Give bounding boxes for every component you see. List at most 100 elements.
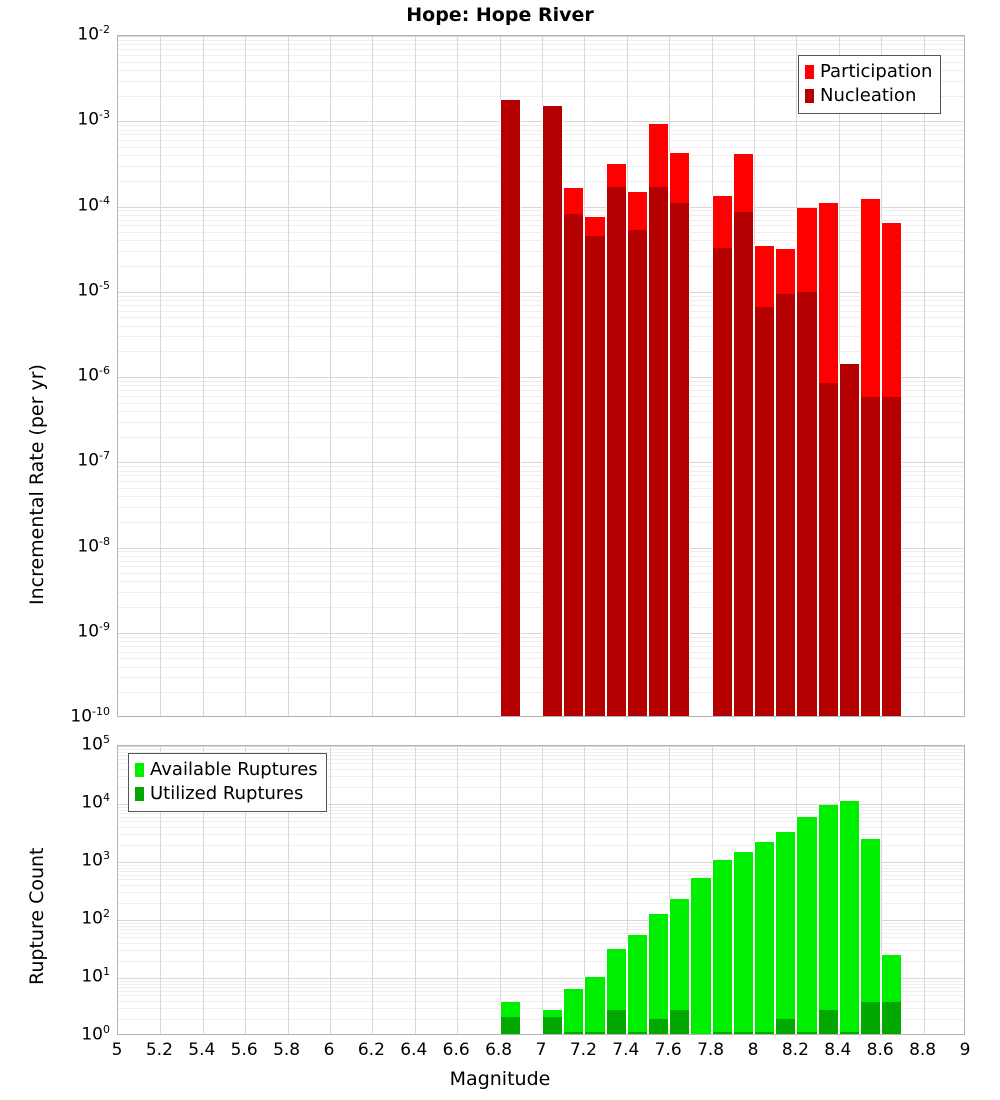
- gridline-minor: [118, 581, 964, 582]
- gridline-minor: [118, 658, 964, 659]
- gridline-minor: [118, 390, 964, 391]
- y-axis-tick-label: 10-2: [77, 23, 110, 45]
- gridline-minor: [118, 220, 964, 221]
- gridline-minor: [118, 929, 964, 930]
- gridline-vertical: [669, 746, 670, 1034]
- gridline-major: [118, 862, 964, 863]
- legend-label: Participation: [820, 61, 933, 82]
- x-axis-tick-label: 6.6: [442, 1040, 470, 1060]
- gridline-minor: [118, 466, 964, 467]
- gridline-minor: [118, 607, 964, 608]
- gridline-minor: [118, 49, 964, 50]
- x-axis-tick-label: 7.6: [654, 1040, 682, 1060]
- x-axis-tick-label: 8: [747, 1040, 759, 1060]
- gridline-vertical: [245, 36, 246, 716]
- bar-utilized-ruptures: [584, 1031, 606, 1034]
- gridline-vertical: [924, 746, 925, 1034]
- gridline-minor: [118, 62, 964, 63]
- bar-utilized-ruptures: [605, 1009, 627, 1034]
- gridline-major: [118, 292, 964, 293]
- bar-nucleation: [881, 397, 903, 716]
- gridline-minor: [118, 759, 964, 760]
- gridline-minor: [118, 522, 964, 523]
- gridline-minor: [118, 125, 964, 126]
- x-axis-tick-label: 7.8: [697, 1040, 725, 1060]
- legend-swatch-icon: [135, 763, 144, 777]
- legend-bottom-item: Utilized Ruptures: [135, 782, 318, 806]
- gridline-minor: [118, 984, 964, 985]
- gridline-minor: [118, 507, 964, 508]
- bar-available-ruptures: [754, 841, 776, 1034]
- gridline-minor: [118, 556, 964, 557]
- gridline-minor: [118, 646, 964, 647]
- bar-available-ruptures: [711, 860, 733, 1034]
- gridline-minor: [118, 827, 964, 828]
- gridline-minor: [118, 652, 964, 653]
- gridline-vertical: [584, 746, 585, 1034]
- bar-available-ruptures: [584, 977, 606, 1034]
- top-plot-bars: [118, 36, 964, 716]
- gridline-minor: [118, 776, 964, 777]
- gridline-minor: [118, 879, 964, 880]
- gridline-major: [118, 207, 964, 208]
- gridline-vertical: [330, 746, 331, 1034]
- gridline-vertical: [457, 36, 458, 716]
- y-axis-tick-label: 100: [81, 1023, 110, 1045]
- gridline-minor: [118, 96, 964, 97]
- bar-utilized-ruptures: [860, 1001, 882, 1034]
- bar-nucleation: [669, 202, 691, 716]
- gridline-minor: [118, 134, 964, 135]
- bottom-plot-y-axis-title: Rupture Count: [26, 847, 48, 986]
- gridline-minor: [118, 749, 964, 750]
- gridline-minor: [118, 44, 964, 45]
- bar-available-ruptures: [732, 851, 754, 1034]
- bar-available-ruptures: [648, 914, 670, 1034]
- y-axis-tick-label: 10-10: [70, 705, 110, 727]
- x-axis-tick-label: 8.8: [909, 1040, 937, 1060]
- gridline-minor: [118, 481, 964, 482]
- gridline-minor: [118, 411, 964, 412]
- gridline-minor: [118, 875, 964, 876]
- x-axis-tick-label: 5.6: [230, 1040, 258, 1060]
- gridline-minor: [118, 336, 964, 337]
- y-axis-tick-label: 10-6: [77, 364, 110, 386]
- gridline-major: [118, 746, 964, 747]
- bar-nucleation: [542, 105, 564, 716]
- gridline-vertical: [245, 746, 246, 1034]
- gridline-minor: [118, 787, 964, 788]
- bar-nucleation: [584, 235, 606, 716]
- gridline-minor: [118, 885, 964, 886]
- y-axis-tick-label: 10-9: [77, 619, 110, 642]
- gridline-minor: [118, 592, 964, 593]
- y-axis-tick-label: 105: [81, 733, 110, 755]
- bar-available-ruptures: [817, 804, 839, 1034]
- x-axis-tick-label: 5.2: [145, 1040, 173, 1060]
- gridline-minor: [118, 937, 964, 938]
- gridline-minor: [118, 240, 964, 241]
- gridline-minor: [118, 845, 964, 846]
- x-axis-tick-label: 7: [535, 1040, 547, 1060]
- legend-swatch-icon: [805, 65, 814, 79]
- bar-available-ruptures: [690, 877, 712, 1034]
- gridline-vertical: [288, 36, 289, 716]
- gridline-minor: [118, 300, 964, 301]
- x-axis-tick-label: 8.4: [824, 1040, 852, 1060]
- bar-utilized-ruptures: [775, 1019, 797, 1034]
- x-axis-tick-label: 6.4: [400, 1040, 428, 1060]
- gridline-minor: [118, 763, 964, 764]
- gridline-minor: [118, 471, 964, 472]
- y-axis-tick-label: 101: [81, 965, 110, 987]
- gridline-minor: [118, 903, 964, 904]
- bottom-plot-bars: [118, 746, 964, 1034]
- gridline-minor: [118, 810, 964, 811]
- gridline-minor: [118, 834, 964, 835]
- gridline-vertical: [203, 746, 204, 1034]
- x-axis-tick-label: 8.6: [866, 1040, 894, 1060]
- gridline-minor: [118, 995, 964, 996]
- bar-nucleation: [563, 213, 585, 716]
- gridline-minor: [118, 755, 964, 756]
- bar-nucleation: [754, 307, 776, 716]
- bar-utilized-ruptures: [711, 1031, 733, 1034]
- gridline-minor: [118, 40, 964, 41]
- gridline-minor: [118, 821, 964, 822]
